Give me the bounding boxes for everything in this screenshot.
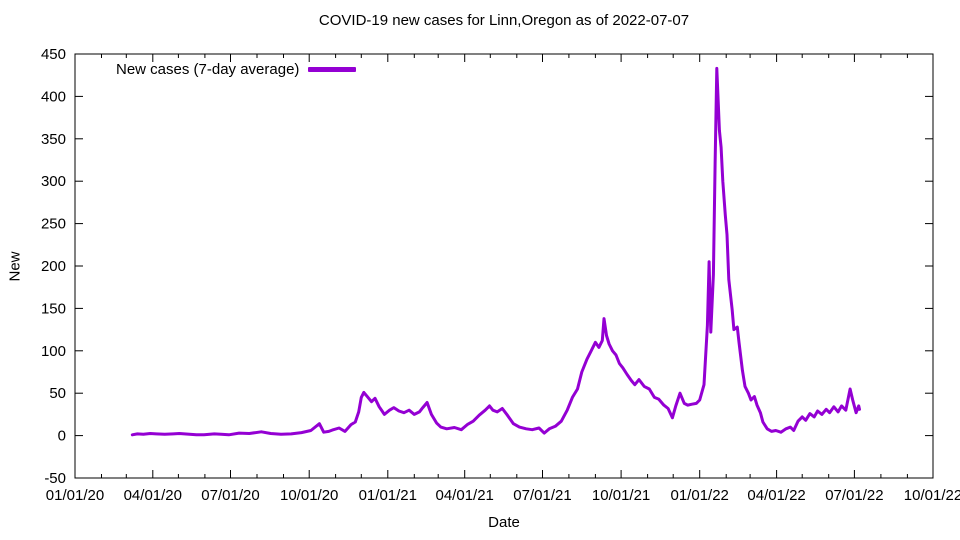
x-tick-label: 01/01/20 (46, 487, 104, 504)
x-tick-label: 04/01/22 (747, 487, 805, 504)
x-tick-label: 10/01/20 (280, 487, 338, 504)
x-tick-label: 07/01/20 (201, 487, 259, 504)
plot-frame (74, 53, 934, 479)
chart-title: COVID-19 new cases for Linn,Oregon as of… (318, 12, 690, 29)
y-tick-label: 350 (41, 131, 66, 148)
y-tick-label: -50 (44, 470, 66, 487)
x-tick-label: 01/01/21 (359, 487, 417, 504)
x-tick-label: 04/01/21 (436, 487, 494, 504)
y-tick-label: 0 (58, 428, 66, 445)
y-tick-label: 300 (41, 173, 66, 190)
y-tick-label: 50 (49, 385, 66, 402)
legend-line-sample (308, 67, 357, 72)
x-tick-label: 10/01/21 (592, 487, 650, 504)
x-axis-title: Date (488, 514, 520, 531)
legend: New cases (7-day average) (116, 61, 357, 78)
x-tick-label: 07/01/21 (513, 487, 571, 504)
y-tick-label: 250 (41, 216, 66, 233)
y-tick-label: 450 (41, 46, 66, 63)
y-tick-label: 400 (41, 88, 66, 105)
x-tick-label: 01/01/22 (671, 487, 729, 504)
legend-label: New cases (7-day average) (116, 61, 300, 78)
series-line (130, 66, 861, 437)
y-tick-label: 200 (41, 258, 66, 275)
x-tick-label: 10/01/22 (904, 487, 960, 504)
x-tick-label: 07/01/22 (825, 487, 883, 504)
y-tick-label: 100 (41, 343, 66, 360)
y-tick-label: 150 (41, 300, 66, 317)
x-tick-label: 04/01/20 (124, 487, 182, 504)
